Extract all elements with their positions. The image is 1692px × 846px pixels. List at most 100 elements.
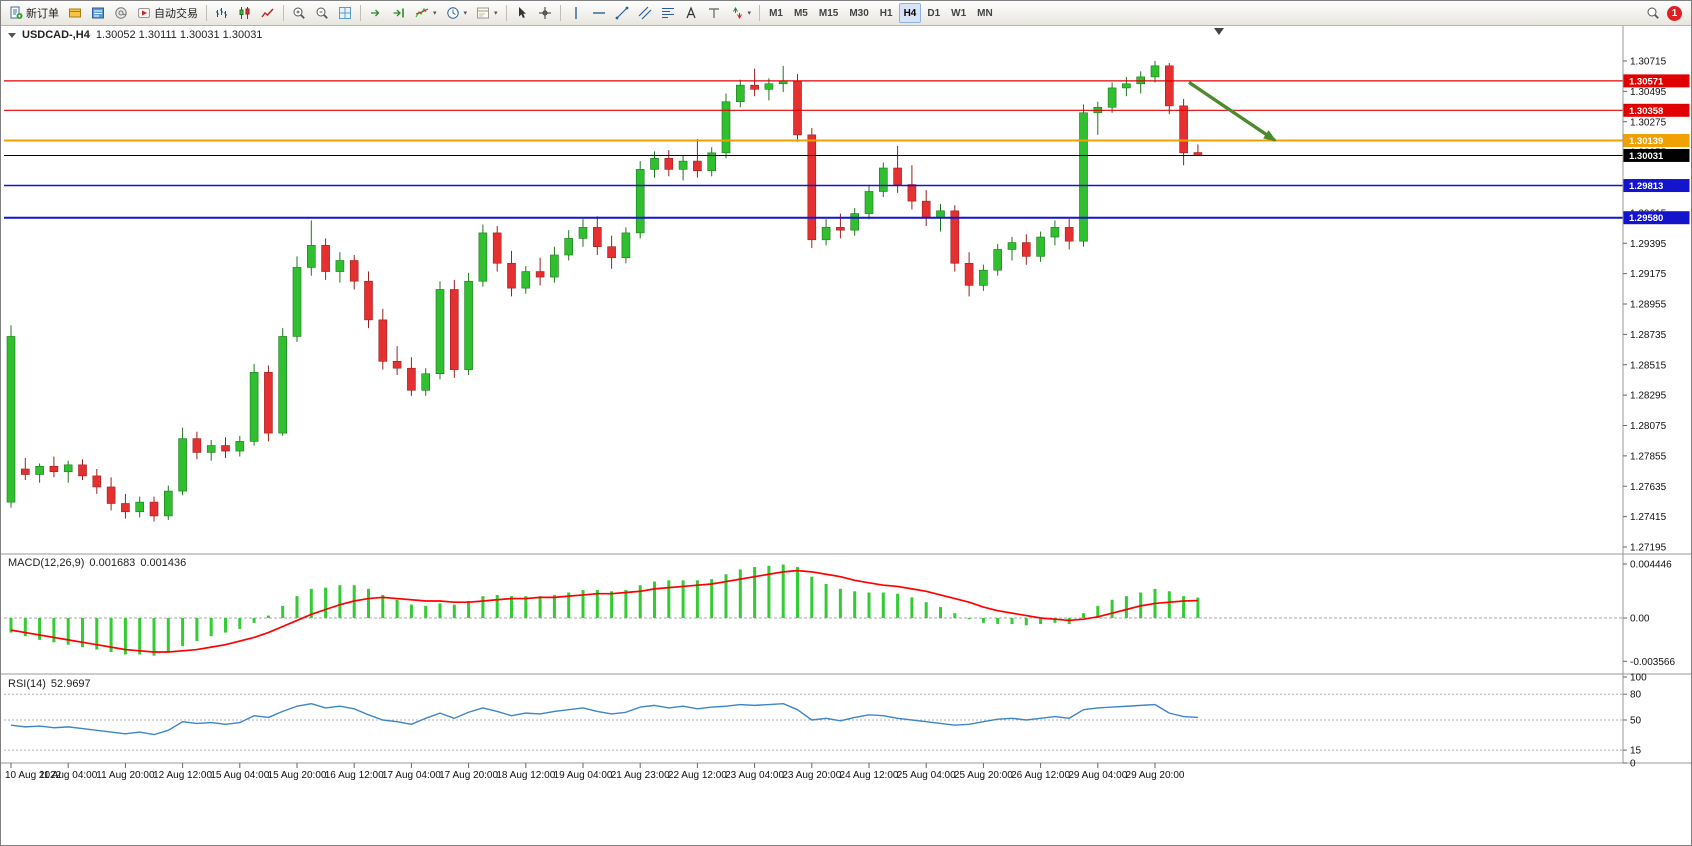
candle-body xyxy=(921,200,931,219)
tile-windows-icon xyxy=(339,7,351,19)
zoom-out-button[interactable] xyxy=(311,3,333,23)
candlestick-chart-icon xyxy=(239,7,250,19)
templates-button[interactable]: ▾ xyxy=(472,3,502,23)
candle-body xyxy=(1064,227,1074,242)
timeframe-m15-button[interactable]: M15 xyxy=(814,3,843,23)
chart-shift-button[interactable] xyxy=(388,3,410,23)
chart-header: USDCAD-,H4 1.30052 1.30111 1.30031 1.300… xyxy=(8,29,262,41)
toolbar-separator xyxy=(559,5,561,21)
auto-scroll-button[interactable] xyxy=(365,3,387,23)
candle-body xyxy=(1107,87,1117,108)
price-badge xyxy=(1623,103,1690,117)
price-tick-label: 1.27195 xyxy=(1630,543,1667,554)
toolbar-separator xyxy=(505,5,507,21)
trendline-button[interactable] xyxy=(611,3,633,23)
indicators-button[interactable]: ▾ xyxy=(411,3,441,23)
text-label-icon xyxy=(708,8,719,18)
rsi-axis-label: 100 xyxy=(1630,673,1647,684)
search-button[interactable] xyxy=(1642,3,1664,23)
price-badge-label: 1.30031 xyxy=(1629,151,1664,162)
timeframe-d1-button[interactable]: D1 xyxy=(922,3,945,23)
time-label: 25 Aug 04:00 xyxy=(897,770,956,781)
candle-body xyxy=(893,167,902,185)
candle-body xyxy=(1150,65,1160,78)
text-label-button[interactable] xyxy=(703,3,725,23)
community-icon xyxy=(115,7,127,19)
chart-shift-icon xyxy=(393,8,404,18)
market-watch-button[interactable] xyxy=(64,3,86,23)
price-axis[interactable]: 1.307151.304951.302751.300551.298351.296… xyxy=(1622,25,1690,763)
time-label: 15 Aug 20:00 xyxy=(268,770,327,781)
candle-body xyxy=(178,438,187,492)
crosshair-button[interactable] xyxy=(534,3,556,23)
time-label: 10 Aug 2022 xyxy=(5,770,62,781)
timeframe-m1-button[interactable]: M1 xyxy=(764,3,788,23)
price-tick-label: 1.28075 xyxy=(1630,421,1667,432)
timeframe-m5-button[interactable]: M5 xyxy=(789,3,813,23)
rsi-axis-label: 50 xyxy=(1630,716,1642,727)
data-window-button[interactable] xyxy=(87,3,109,23)
candle-body xyxy=(278,336,288,434)
candle-body xyxy=(135,501,144,513)
price-badge xyxy=(1623,179,1690,193)
price-badge xyxy=(1623,148,1690,162)
horizontal-line-button[interactable] xyxy=(588,3,610,23)
zoom-in-button[interactable] xyxy=(288,3,310,23)
candle-body xyxy=(164,490,173,517)
candle-body xyxy=(407,367,416,391)
candle-body xyxy=(735,84,745,103)
cursor-button[interactable] xyxy=(511,3,533,23)
time-label: 11 Aug 20:00 xyxy=(96,770,155,781)
candle-body xyxy=(378,319,388,362)
candle-body xyxy=(607,246,616,259)
candle-body xyxy=(435,289,445,375)
chart-canvas[interactable]: 1.307151.304951.302751.300551.298351.296… xyxy=(1,25,1692,846)
timeframe-h1-button[interactable]: H1 xyxy=(875,3,898,23)
price-tick-label: 1.28295 xyxy=(1630,391,1667,402)
tile-windows-button[interactable] xyxy=(334,3,356,23)
notification-badge[interactable]: 1 xyxy=(1667,5,1682,21)
vertical-line-icon xyxy=(574,7,577,19)
candle-body xyxy=(1036,236,1045,257)
cursor-icon xyxy=(518,7,526,18)
timeframe-h4-button[interactable]: H4 xyxy=(898,3,922,23)
periods-button[interactable]: ▾ xyxy=(442,3,472,23)
candle-body xyxy=(349,260,359,282)
candle-body xyxy=(49,465,59,473)
chart-collapse-icon[interactable] xyxy=(8,32,16,38)
fibonacci-button[interactable] xyxy=(657,3,679,23)
candlestick-chart-button[interactable] xyxy=(234,3,256,23)
time-label: 21 Aug 23:00 xyxy=(611,770,670,781)
time-label: 23 Aug 20:00 xyxy=(782,770,841,781)
timeframe-w1-button[interactable]: W1 xyxy=(946,3,971,23)
vertical-line-button[interactable] xyxy=(565,3,587,23)
arrows-button[interactable]: ▾ xyxy=(726,3,756,23)
price-tick-label: 1.29395 xyxy=(1630,239,1667,250)
text-button[interactable] xyxy=(680,3,702,23)
timeframe-m30-button[interactable]: M30 xyxy=(844,3,873,23)
trendline-icon xyxy=(615,6,628,20)
bar-chart-button[interactable] xyxy=(211,3,233,23)
rsi-axis-label: 0 xyxy=(1630,759,1636,770)
candle-body xyxy=(964,262,974,286)
auto-trading-button[interactable]: 自动交易 xyxy=(133,3,202,23)
timeframe-mn-button[interactable]: MN xyxy=(972,3,998,23)
candle-body xyxy=(321,245,330,272)
line-chart-button[interactable] xyxy=(257,3,279,23)
chart-ohlc-quote: 1.30052 1.30111 1.30031 1.30031 xyxy=(95,29,263,41)
candle-body xyxy=(850,213,860,231)
candle-body xyxy=(721,101,731,154)
new-order-button[interactable]: 新订单 xyxy=(5,3,63,23)
chart-shift-marker-icon[interactable] xyxy=(1214,28,1224,35)
price-tick-label: 1.28515 xyxy=(1630,360,1667,371)
candle-body xyxy=(106,486,116,504)
channel-button[interactable] xyxy=(634,3,656,23)
candle-body xyxy=(35,465,44,475)
price-badge xyxy=(1623,134,1690,148)
candle-body xyxy=(449,289,459,370)
candle-body xyxy=(392,360,402,369)
trend-arrow[interactable] xyxy=(1188,80,1277,142)
candle-body xyxy=(478,232,488,282)
community-button[interactable] xyxy=(110,3,132,23)
